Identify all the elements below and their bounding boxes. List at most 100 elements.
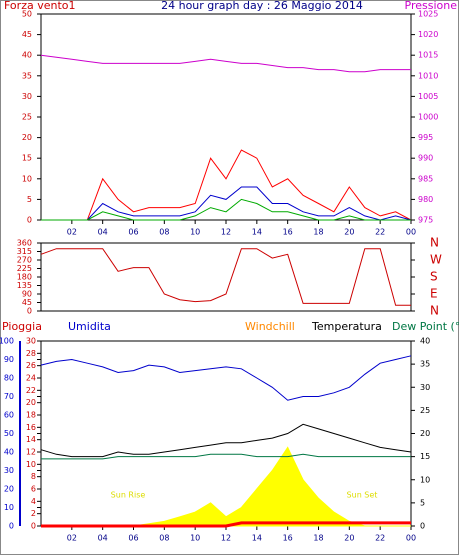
y2-tick-label: E [430,287,438,301]
y2-tick-label: 1000 [418,113,438,122]
x-tick-label: 10 [190,228,200,237]
y2-tick-label: 980 [418,195,433,204]
x-tick-label: 06 [128,228,138,237]
x-tick-label: 12 [221,534,231,543]
annotation: Sun Rise [111,491,146,500]
x-tick-label: 04 [98,228,108,237]
y-tick-label: 40 [4,448,14,457]
y2-tick-label: 20 [420,429,430,438]
y-tick-label: 90 [22,290,32,299]
y2-tick-label: 15 [420,452,430,461]
y-tick-label: 45 [22,30,32,39]
line [41,198,411,221]
y-tick-label: 35 [22,71,32,80]
x-tick-label: 08 [159,228,169,237]
y2-tick-label: 975 [418,216,433,225]
x-tick-label: 04 [98,534,108,543]
line [40,355,412,401]
legend-dewpoint: Dew Point (°C [392,320,459,333]
y2-tick-label: 35 [420,360,430,369]
y-tick-label: 360 [17,239,32,248]
y-tick-label: 100 [0,337,14,346]
y-tick-label: 45 [22,298,32,307]
y-tick-label: 90 [4,355,14,364]
legend-windchill: Windchill [245,320,295,333]
y-tick-label: 40 [22,51,32,60]
annotation: Sun Set [347,491,378,500]
y-tick-label: 180 [17,273,32,282]
y2-tick-label: 10 [420,475,430,484]
plot-area [40,13,412,221]
line [40,54,411,73]
x-tick-label: 10 [190,534,200,543]
y2-tick-label: N [430,304,439,318]
x-tick-label: 14 [252,228,262,237]
plot-area [40,340,412,527]
chart-title: 24 hour graph day : 26 Maggio 2014 [161,0,363,12]
y2-tick-label: 25 [420,406,430,415]
y-tick-label: 25 [22,113,32,122]
y3-tick-label: 4 [31,497,36,506]
y-tick-label: 0 [9,522,14,531]
x-tick-label: 00 [406,534,416,543]
x-tick-label: 20 [344,534,354,543]
y2-tick-label: 1020 [418,30,438,39]
x-tick-label: 20 [344,228,354,237]
y3-tick-label: 14 [26,435,36,444]
x-tick-label: 14 [252,534,262,543]
line [40,423,412,458]
y3-tick-label: 30 [26,337,36,346]
y3-tick-label: 20 [26,398,36,407]
y-tick-label: 80 [4,374,14,383]
x-tick-label: 02 [67,534,77,543]
x-tick-label: 02 [67,228,77,237]
y3-tick-label: 22 [26,386,36,395]
y2-tick-label: 40 [420,337,430,346]
y-label: Forza vento1 [4,0,76,12]
y3-tick-label: 28 [26,349,36,358]
x-tick-label: 18 [313,228,323,237]
x-tick-label: 22 [375,534,385,543]
line [41,521,411,528]
x-tick-label: 08 [159,534,169,543]
y2-tick-label: 30 [420,383,430,392]
x-tick-label: 00 [406,228,416,237]
x-tick-label: 22 [375,228,385,237]
y3-tick-label: 12 [26,448,36,457]
y2-tick-label: S [430,270,438,284]
plot-area [40,242,412,312]
y-tick-label: 50 [4,429,14,438]
y-tick-label: 315 [17,247,32,256]
x-tick-label: 18 [313,534,323,543]
line [40,248,411,306]
x-tick-label: 12 [221,228,231,237]
y2-tick-label: 1015 [418,51,438,60]
x-tick-label: 16 [283,228,293,237]
y3-tick-label: 10 [26,460,36,469]
y-tick-label: 0 [27,216,32,225]
y-tick-label: 5 [27,195,32,204]
y3-tick-label: 2 [31,509,36,518]
y2-tick-label: 0 [420,522,425,531]
y2-tick-label: N [430,236,439,250]
line [41,149,412,221]
y-tick-label: 225 [17,264,32,273]
y2-tick-label: 1025 [418,10,438,19]
y-tick-label: 20 [4,485,14,494]
y2-tick-label: W [430,253,442,267]
line [41,186,412,221]
y2-tick-label: 990 [418,154,433,163]
y-tick-label: 30 [4,466,14,475]
legend-temperature: Temperatura [311,320,382,333]
y-tick-label: 10 [4,503,14,512]
y-tick-label: 60 [4,411,14,420]
y-tick-label: 70 [4,392,14,401]
y2-tick-label: 5 [420,498,425,507]
y3-tick-label: 6 [31,485,36,494]
y-tick-label: 30 [22,92,32,101]
y3-tick-label: 26 [26,361,36,370]
y3-tick-label: 24 [26,374,36,383]
line [41,453,411,460]
y3-tick-label: 16 [26,423,36,432]
